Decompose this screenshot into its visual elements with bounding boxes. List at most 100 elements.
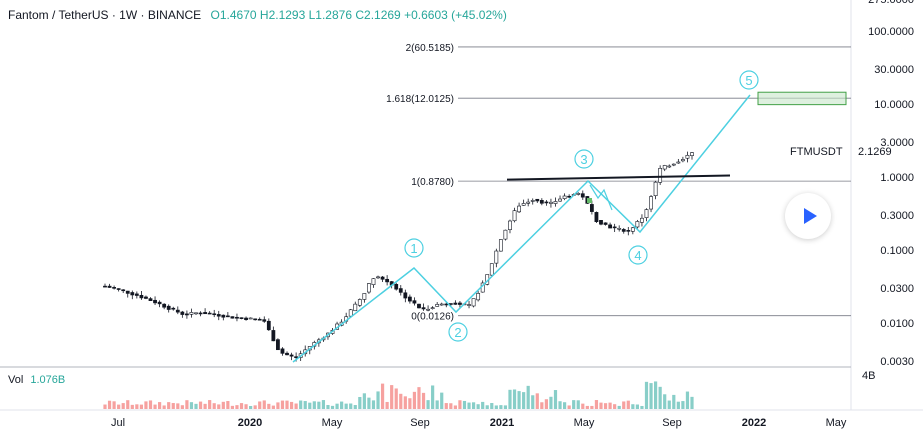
volume-bar [585, 405, 589, 409]
volume-bar [412, 391, 417, 409]
symbol-title[interactable]: Fantom / TetherUS · 1W · BINANCE [8, 8, 202, 22]
volume-bar [144, 401, 148, 409]
candle-body [407, 296, 412, 302]
volume-bar [167, 402, 171, 409]
candle-body [380, 276, 385, 280]
volume-bar [180, 405, 184, 409]
ticker-name: FTMUSDT [788, 146, 845, 158]
volume-bar [599, 402, 603, 409]
target-zone [757, 91, 847, 106]
volume-bar [135, 404, 139, 409]
volume-bar [212, 403, 216, 409]
candle-body [248, 317, 253, 320]
volume-bar [103, 404, 107, 409]
candle-body [653, 181, 658, 197]
y-tick-label: 0.1000 [880, 245, 914, 257]
volume-bar [271, 405, 275, 409]
volume-bar [603, 403, 608, 409]
x-tick-label: May [322, 417, 343, 429]
volume-axis-label: 4B [862, 370, 875, 382]
candle-body [599, 220, 603, 225]
volume-bar [576, 400, 580, 409]
volume-bar [253, 405, 257, 409]
change-value: +0.6603 (+45.02%) [404, 8, 507, 22]
candle-body [662, 165, 667, 170]
volume-bar [153, 404, 157, 409]
candle-body [394, 284, 399, 290]
volume-bar [230, 405, 235, 409]
volume-bar [171, 403, 175, 409]
volume-bar [112, 401, 116, 409]
candle-body [134, 293, 139, 296]
volume-bar [244, 404, 248, 409]
candle-body [494, 250, 499, 264]
volume-bar [385, 401, 389, 409]
volume-bar [312, 401, 316, 409]
low-value: L1.2876 [308, 8, 353, 22]
last-price-label: 2.1269 [858, 146, 892, 158]
candle-body [508, 220, 512, 230]
replay-play-button[interactable] [785, 193, 831, 239]
volume-bar [490, 403, 494, 409]
volume-bar [285, 400, 289, 409]
candle-body [225, 315, 230, 318]
volume-bar [280, 400, 285, 409]
volume-bar [608, 402, 612, 409]
volume-bar [590, 405, 594, 409]
candle-body [517, 205, 521, 213]
candle-body [157, 301, 162, 305]
candle-body [103, 285, 107, 288]
volume-bar [667, 400, 671, 409]
wave-path [292, 94, 751, 363]
candle-body [385, 278, 390, 283]
candle-body [526, 201, 531, 204]
volume-bar [330, 405, 335, 409]
x-tick-label: May [826, 417, 847, 429]
candle-body [635, 221, 640, 228]
candle-body [203, 312, 208, 315]
candle-body [576, 193, 581, 195]
volume-bar [399, 393, 403, 409]
candle-body [435, 304, 440, 307]
volume-bar [353, 405, 357, 409]
fib-label: 2(60.5185) [406, 43, 454, 54]
volume-bar [390, 385, 394, 409]
volume-bar [289, 401, 294, 409]
volume-bar [194, 403, 198, 409]
volume-bar [649, 383, 653, 409]
volume-bar [335, 403, 339, 409]
candle-body [198, 312, 203, 315]
y-tick-label: 275.0000 [868, 0, 914, 6]
wave-label: 4 [634, 248, 641, 263]
candle-body [521, 203, 526, 206]
candle-body [367, 283, 371, 293]
candle-body [285, 352, 289, 356]
candle-body [512, 210, 517, 222]
volume-bar [462, 400, 467, 409]
fib-levels: 2(60.5185) 1.618(12.0125) 1(0.8780) 0(0.012… [386, 43, 851, 323]
volume-bar [449, 403, 453, 409]
volume-bar [198, 401, 203, 409]
volume-bar [148, 400, 153, 409]
volume-bar [531, 395, 535, 409]
candle-body [212, 313, 217, 316]
volume-bar [658, 386, 662, 409]
candle-body [630, 227, 635, 232]
volume-bar [613, 404, 617, 409]
volume-bar [635, 404, 639, 409]
volume-bar [317, 401, 321, 409]
candle-body [171, 307, 176, 310]
candle-body [230, 316, 235, 319]
x-tick-label: 2021 [490, 417, 514, 429]
candle-body [467, 304, 471, 306]
candle-body [412, 300, 417, 304]
chart-header: Fantom / TetherUS · 1W · BINANCE O1.4670… [8, 8, 507, 22]
wave-label-circle [448, 322, 468, 342]
volume-bar [217, 404, 221, 409]
volume-bar [362, 393, 366, 409]
volume-bar [262, 400, 266, 409]
ohlc-values: O1.4670 H2.1293 L1.2876 C2.1269 +0.6603 … [211, 8, 507, 22]
volume-bar [162, 405, 166, 409]
candle-body [489, 263, 494, 276]
candle-body [271, 330, 276, 342]
